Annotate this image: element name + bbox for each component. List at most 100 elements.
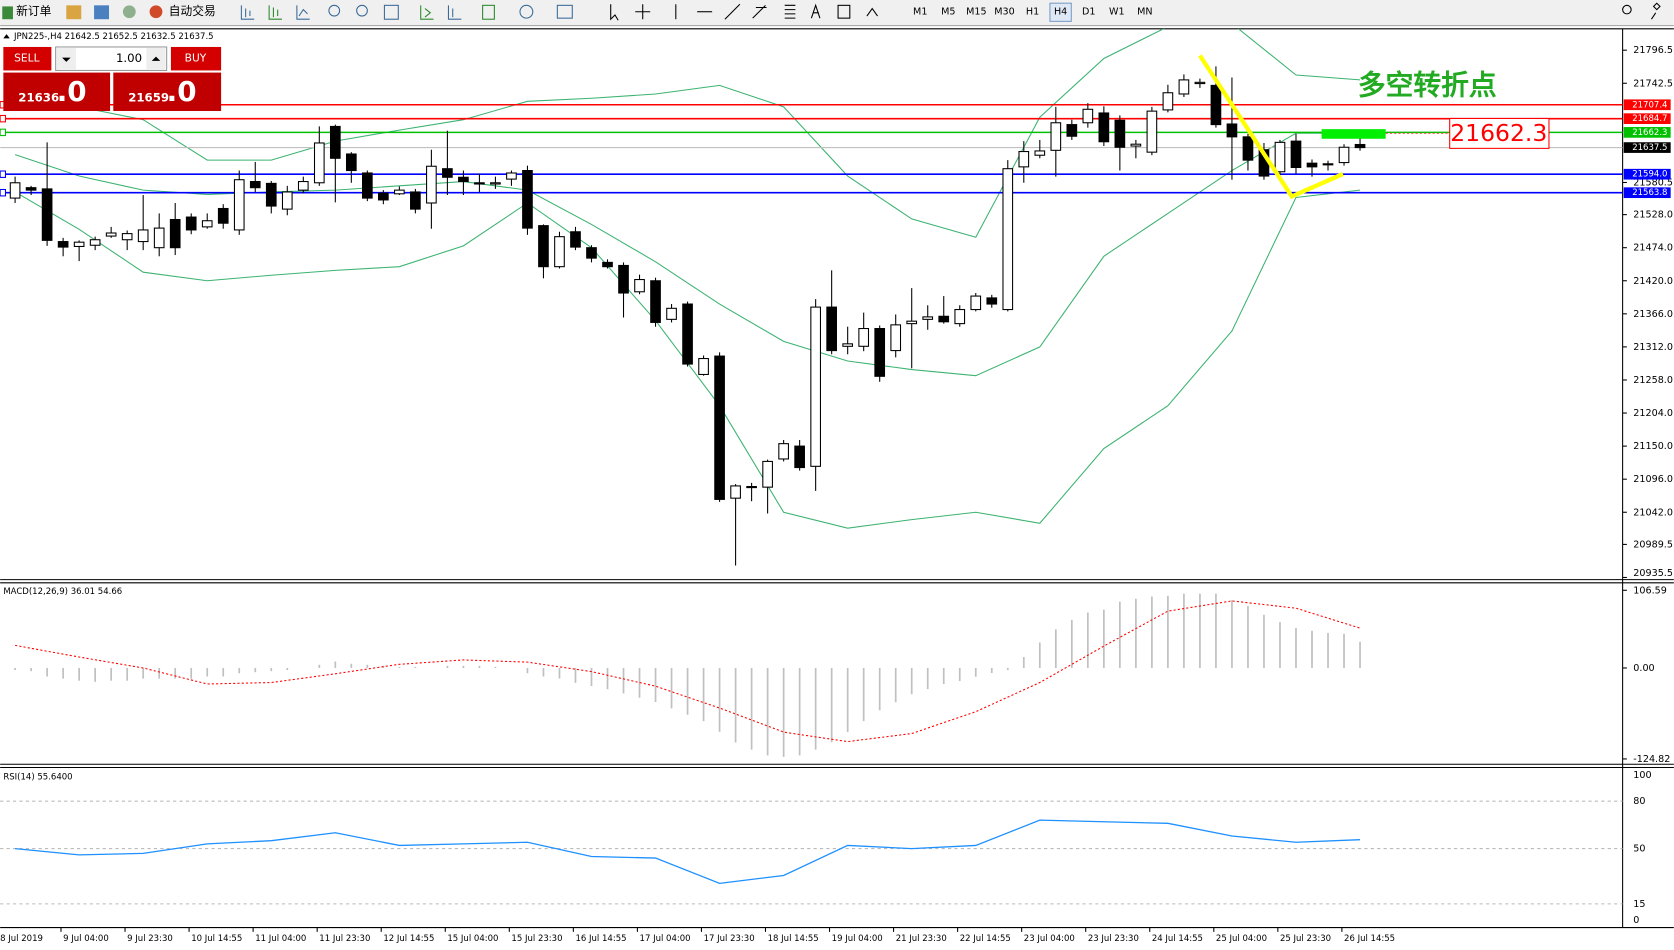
icon[interactable] <box>610 4 619 21</box>
price-callout-text: 21662.3 <box>1450 119 1547 147</box>
icon[interactable] <box>356 4 368 17</box>
lots-value[interactable]: 1.00 <box>116 51 142 65</box>
candle-body <box>586 247 597 259</box>
ask-frac[interactable]: .0 <box>167 75 197 108</box>
y-tick-label: 21150.0 <box>1633 441 1673 452</box>
header-arrow <box>3 34 10 39</box>
time-label: 18 Jul 14:55 <box>768 934 819 944</box>
icon[interactable] <box>810 3 821 19</box>
candle-body <box>9 182 21 199</box>
timeframe-button[interactable]: M5 <box>941 7 955 18</box>
new-order-button[interactable]: 新订单 <box>16 4 51 18</box>
icon[interactable] <box>556 4 573 19</box>
rsi-tick-label: 100 <box>1633 770 1651 781</box>
icon[interactable] <box>784 4 796 19</box>
icon[interactable] <box>420 5 434 20</box>
current-price-label: 21637.5 <box>1632 143 1667 153</box>
candle-body <box>634 279 645 293</box>
ask-box[interactable] <box>113 72 222 112</box>
timeframe-active[interactable] <box>1049 2 1072 22</box>
candle-body <box>506 172 517 180</box>
icon[interactable] <box>1650 2 1661 20</box>
bid-box[interactable] <box>3 72 111 112</box>
candle-body <box>666 307 677 320</box>
icon[interactable] <box>66 5 82 20</box>
icon[interactable] <box>240 5 255 20</box>
candle-body <box>281 191 293 210</box>
search-icon[interactable] <box>1622 4 1632 15</box>
buy-button[interactable] <box>170 46 222 71</box>
icon[interactable] <box>866 7 878 17</box>
icon[interactable] <box>635 4 651 20</box>
price-callout <box>1449 117 1550 149</box>
icon[interactable] <box>328 4 341 17</box>
sell-button[interactable] <box>3 46 52 71</box>
ask-main[interactable]: 21659 <box>128 91 169 105</box>
candle-body <box>778 443 789 460</box>
icon[interactable] <box>94 5 110 20</box>
candle-body <box>297 181 309 191</box>
yellow-trend-lines <box>1198 54 1344 200</box>
candle-body <box>442 168 453 178</box>
candle-body <box>410 191 421 210</box>
icon[interactable] <box>122 5 136 19</box>
y-tick-label: 21312.0 <box>1633 342 1673 353</box>
level-label: 21662.3 <box>1632 128 1667 138</box>
timeframe-button[interactable]: M1 <box>913 7 927 18</box>
y-tick-label: 21096.0 <box>1633 474 1673 485</box>
candle-body <box>522 169 533 229</box>
candle-body <box>394 189 405 195</box>
icon[interactable] <box>268 5 282 20</box>
y-tick-label: 21474.0 <box>1633 243 1673 254</box>
timeframe-button[interactable]: H1 <box>1026 7 1039 18</box>
toolbar <box>0 0 1674 26</box>
candle-body <box>1338 146 1350 164</box>
lots-field[interactable] <box>55 46 168 71</box>
auto-trade-icon[interactable] <box>149 5 163 19</box>
icon[interactable] <box>837 4 851 19</box>
price-panel <box>0 28 1623 566</box>
buy-label[interactable]: BUY <box>185 52 207 65</box>
icon[interactable] <box>519 4 534 19</box>
axes: 21796.5 21742.5 21580.5 21528.0 21474.0 21420… <box>0 45 1673 944</box>
candle-body <box>1226 123 1238 138</box>
bid-main[interactable]: 21636 <box>18 91 59 105</box>
timeframe-button[interactable]: D1 <box>1082 7 1096 18</box>
candle-body <box>121 233 133 241</box>
candle-body <box>1050 122 1062 151</box>
candle-body <box>1306 162 1318 168</box>
candle-body <box>217 207 229 224</box>
icon[interactable] <box>482 4 495 20</box>
candle-body <box>874 327 886 377</box>
candle-body <box>954 309 966 325</box>
candle-body <box>554 236 565 268</box>
sell-label[interactable]: SELL <box>14 52 39 65</box>
y-tick-label: 21528.0 <box>1633 210 1673 221</box>
candle-body <box>25 187 37 191</box>
candle-body <box>185 216 197 231</box>
candle-body <box>618 264 629 294</box>
candle-body <box>1018 151 1030 168</box>
y-tick-label: 21366.0 <box>1633 309 1673 320</box>
timeframe-bar: M1 M5 M15 M30 H1 H4 D1 W1 MN <box>913 2 1153 22</box>
time-label: 23 Jul 04:00 <box>1024 934 1075 944</box>
candle-body <box>1098 112 1110 143</box>
rsi-tick-label: 15 <box>1633 899 1645 910</box>
y-tick-label: 20989.5 <box>1633 539 1673 550</box>
icon[interactable] <box>752 4 767 19</box>
timeframe-button[interactable]: W1 <box>1109 7 1125 18</box>
bid-frac[interactable]: .0 <box>57 75 87 108</box>
new-order-icon[interactable] <box>2 6 13 20</box>
icon[interactable] <box>296 5 310 20</box>
annotation-text: 多空转折点 <box>1358 68 1497 101</box>
icon[interactable] <box>383 4 399 20</box>
timeframe-button[interactable]: M15 <box>966 7 987 18</box>
timeframe-button[interactable]: M30 <box>994 7 1015 18</box>
level-label: 21563.8 <box>1632 188 1667 198</box>
timeframe-button[interactable]: MN <box>1137 7 1152 18</box>
icon[interactable] <box>724 3 741 20</box>
auto-trade-button[interactable]: 自动交易 <box>169 4 216 18</box>
timeframe-button[interactable]: H4 <box>1054 7 1067 18</box>
icon[interactable] <box>447 5 462 20</box>
